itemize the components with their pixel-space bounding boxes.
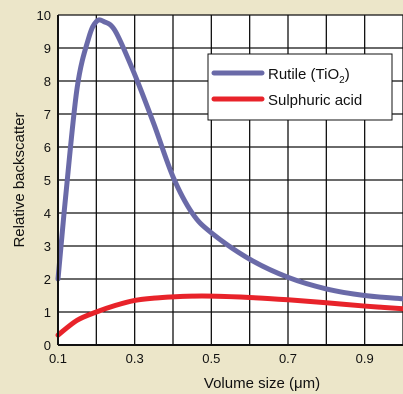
series-rutile-line <box>55 17 403 302</box>
grid <box>58 14 403 346</box>
y-tick-label: 9 <box>44 41 51 56</box>
y-tick-label: 5 <box>44 173 51 188</box>
x-tick-label: 0.3 <box>126 351 144 366</box>
legend-label-sulphuric: Sulphuric acid <box>268 92 362 109</box>
y-axis-title: Relative backscatter <box>11 112 28 247</box>
y-tick-label: 7 <box>44 107 51 122</box>
y-tick-label: 10 <box>37 8 51 23</box>
axes <box>57 15 403 346</box>
series-layer <box>55 17 403 338</box>
y-tick-label: 3 <box>44 239 51 254</box>
x-tick-label: 0.5 <box>202 351 220 366</box>
x-tick-label: 0.9 <box>356 351 374 366</box>
legend-label-rutile: Rutile (TiO2) <box>268 66 350 86</box>
y-tick-label: 4 <box>44 206 51 221</box>
y-tick-label: 8 <box>44 74 51 89</box>
legend: Rutile (TiO2) Sulphuric acid <box>207 53 393 121</box>
x-tick-label: 0.1 <box>49 351 67 366</box>
y-tick-label: 2 <box>44 272 51 287</box>
tick-labels: 0 1 2 3 4 5 6 7 8 9 10 0.1 0.3 0.5 0.7 0.9 <box>37 8 374 366</box>
series-sulphuric-line <box>55 293 403 338</box>
x-tick-label: 0.7 <box>279 351 297 366</box>
legend-box <box>207 53 393 121</box>
y-tick-label: 0 <box>44 338 51 353</box>
y-tick-label: 6 <box>44 140 51 155</box>
y-tick-label: 1 <box>44 305 51 320</box>
x-axis-title: Volume size (μm) <box>204 375 320 392</box>
